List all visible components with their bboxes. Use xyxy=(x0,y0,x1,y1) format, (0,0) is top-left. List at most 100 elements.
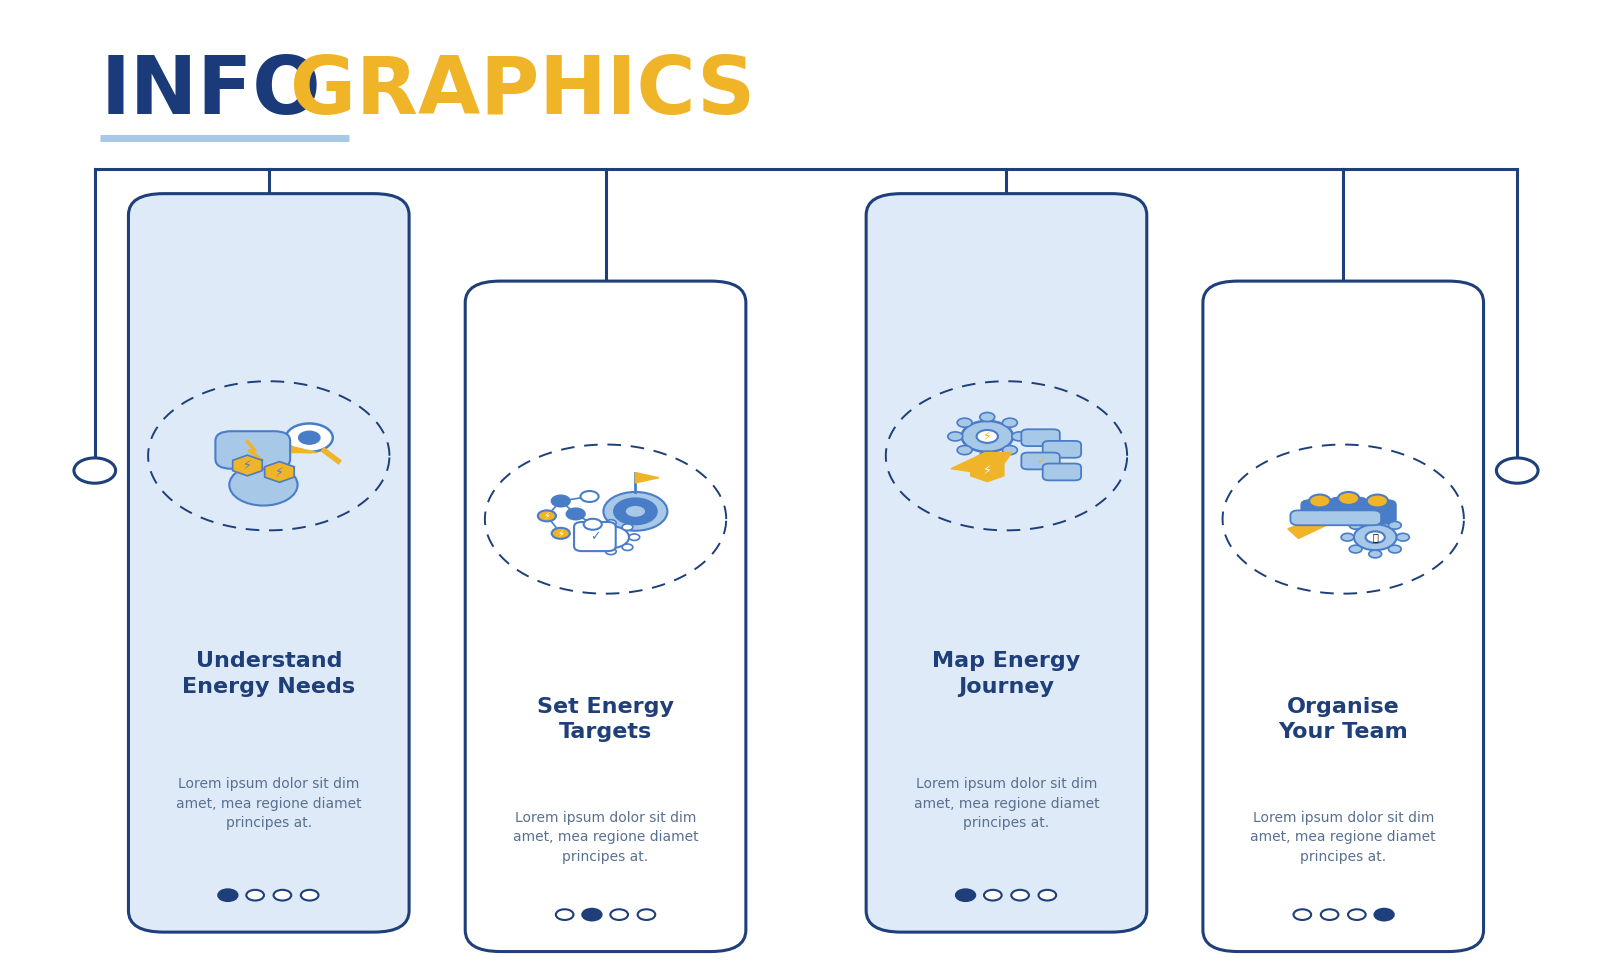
Polygon shape xyxy=(221,446,318,453)
Circle shape xyxy=(1396,533,1409,541)
Circle shape xyxy=(1003,446,1017,455)
Text: ⚡: ⚡ xyxy=(243,459,251,472)
Circle shape xyxy=(566,509,585,519)
Polygon shape xyxy=(635,472,659,483)
FancyBboxPatch shape xyxy=(129,194,409,932)
Circle shape xyxy=(1309,495,1330,508)
Circle shape xyxy=(538,511,556,521)
FancyBboxPatch shape xyxy=(1203,281,1483,952)
Circle shape xyxy=(638,909,654,920)
Text: ⚡: ⚡ xyxy=(983,464,991,476)
Circle shape xyxy=(1367,495,1388,508)
Polygon shape xyxy=(970,459,1004,481)
Circle shape xyxy=(1320,909,1338,920)
Circle shape xyxy=(582,908,601,920)
Circle shape xyxy=(611,909,629,920)
Circle shape xyxy=(958,418,972,427)
Circle shape xyxy=(958,446,972,455)
FancyBboxPatch shape xyxy=(574,522,616,551)
FancyBboxPatch shape xyxy=(866,194,1146,932)
Circle shape xyxy=(229,465,298,506)
Text: Lorem ipsum dolor sit dim
amet, mea regione diamet
principes at.: Lorem ipsum dolor sit dim amet, mea regi… xyxy=(1251,810,1436,863)
Text: Organise
Your Team: Organise Your Team xyxy=(1278,697,1409,743)
FancyBboxPatch shape xyxy=(1022,429,1059,446)
Circle shape xyxy=(622,544,634,551)
Text: Map Energy
Journey: Map Energy Journey xyxy=(932,652,1080,697)
Text: GRAPHICS: GRAPHICS xyxy=(290,53,754,130)
Circle shape xyxy=(584,518,601,530)
Circle shape xyxy=(551,528,569,539)
Circle shape xyxy=(1012,432,1027,441)
Polygon shape xyxy=(951,453,1012,475)
FancyBboxPatch shape xyxy=(216,431,290,468)
Circle shape xyxy=(622,524,634,530)
Circle shape xyxy=(580,491,598,502)
Circle shape xyxy=(1011,890,1028,901)
Circle shape xyxy=(948,432,962,441)
Circle shape xyxy=(977,430,998,443)
Polygon shape xyxy=(264,462,295,482)
Circle shape xyxy=(1369,516,1381,524)
Polygon shape xyxy=(1288,515,1333,538)
Text: Understand
Energy Needs: Understand Energy Needs xyxy=(182,652,355,697)
Text: 🌿: 🌿 xyxy=(1372,532,1378,542)
FancyBboxPatch shape xyxy=(1043,464,1082,480)
Circle shape xyxy=(1349,545,1362,553)
Circle shape xyxy=(551,496,569,507)
FancyBboxPatch shape xyxy=(1301,500,1338,524)
Circle shape xyxy=(980,413,995,421)
Text: ⚡: ⚡ xyxy=(558,528,564,538)
Circle shape xyxy=(1388,521,1401,529)
Circle shape xyxy=(1349,521,1362,529)
Circle shape xyxy=(1348,909,1365,920)
Circle shape xyxy=(603,492,667,531)
Circle shape xyxy=(1293,909,1311,920)
Circle shape xyxy=(625,505,646,517)
Circle shape xyxy=(588,524,600,530)
Circle shape xyxy=(1365,531,1385,543)
FancyBboxPatch shape xyxy=(466,281,746,952)
Circle shape xyxy=(247,890,264,901)
Polygon shape xyxy=(232,455,263,476)
Circle shape xyxy=(218,890,237,901)
Text: Set Energy
Targets: Set Energy Targets xyxy=(537,697,674,743)
Circle shape xyxy=(298,431,319,444)
Text: ⚡: ⚡ xyxy=(983,430,991,443)
Circle shape xyxy=(956,890,975,901)
Circle shape xyxy=(980,451,995,461)
Circle shape xyxy=(1375,908,1394,920)
Circle shape xyxy=(593,526,629,548)
Circle shape xyxy=(1341,533,1354,541)
Circle shape xyxy=(301,890,319,901)
Circle shape xyxy=(606,519,616,526)
Text: Lorem ipsum dolor sit dim
amet, mea regione diamet
principes at.: Lorem ipsum dolor sit dim amet, mea regi… xyxy=(513,810,698,863)
Text: ✓: ✓ xyxy=(590,530,600,543)
Circle shape xyxy=(614,499,656,524)
Circle shape xyxy=(74,458,116,483)
FancyBboxPatch shape xyxy=(1043,441,1082,458)
Circle shape xyxy=(1354,524,1396,550)
Text: ⚡: ⚡ xyxy=(276,466,284,478)
Text: ⚡: ⚡ xyxy=(543,511,550,521)
Circle shape xyxy=(983,890,1001,901)
Circle shape xyxy=(962,420,1012,452)
FancyBboxPatch shape xyxy=(1291,511,1381,525)
Circle shape xyxy=(285,423,332,452)
Circle shape xyxy=(1038,890,1056,901)
Text: ✓: ✓ xyxy=(1037,456,1045,466)
Circle shape xyxy=(1003,418,1017,427)
Circle shape xyxy=(274,890,292,901)
Text: Lorem ipsum dolor sit dim
amet, mea regione diamet
principes at.: Lorem ipsum dolor sit dim amet, mea regi… xyxy=(176,777,361,830)
Circle shape xyxy=(1388,545,1401,553)
FancyBboxPatch shape xyxy=(1359,500,1396,524)
FancyBboxPatch shape xyxy=(1022,453,1059,469)
Circle shape xyxy=(606,548,616,555)
Circle shape xyxy=(1338,492,1359,505)
Text: Lorem ipsum dolor sit dim
amet, mea regione diamet
principes at.: Lorem ipsum dolor sit dim amet, mea regi… xyxy=(914,777,1099,830)
Circle shape xyxy=(629,534,640,540)
Circle shape xyxy=(1496,458,1538,483)
FancyBboxPatch shape xyxy=(1330,498,1367,521)
Circle shape xyxy=(582,534,593,540)
Circle shape xyxy=(556,909,574,920)
Text: INFO: INFO xyxy=(100,53,321,130)
